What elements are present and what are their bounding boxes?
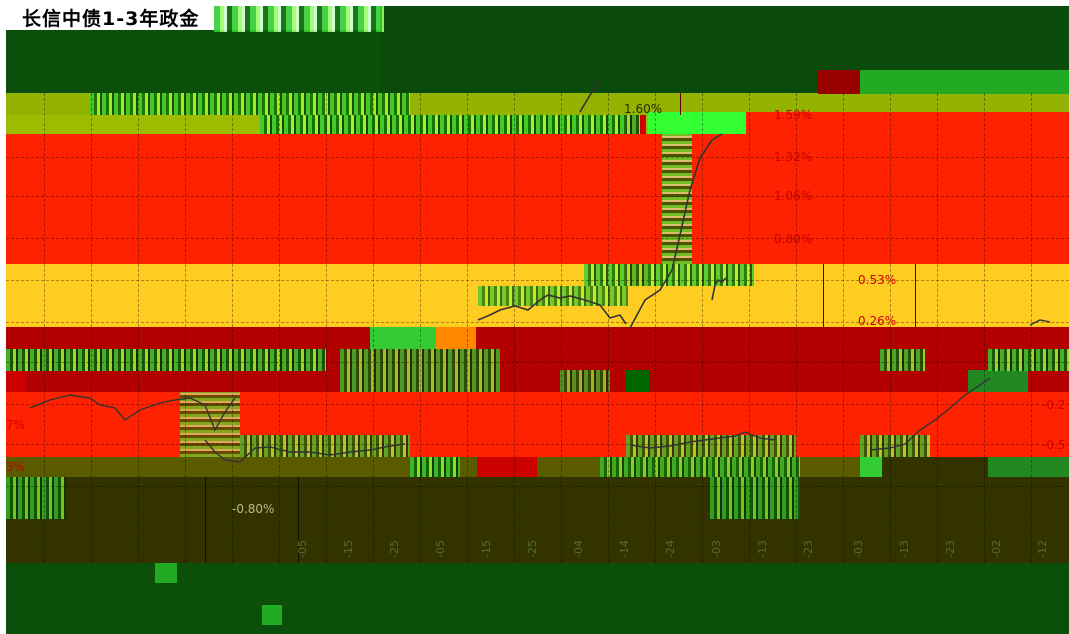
- performance-line-far-right: [1029, 319, 1051, 326]
- grid-line: [6, 280, 1069, 281]
- title-noise: [214, 6, 384, 32]
- y-axis-label: -0.80%: [232, 502, 275, 516]
- noise-strip: [90, 93, 410, 115]
- grid-line: [6, 322, 1069, 323]
- grid-line: [467, 93, 468, 563]
- performance-line-spike: [711, 277, 727, 301]
- grid-line: [6, 362, 1069, 363]
- grid-line: [984, 93, 985, 563]
- background-band-red-right: [746, 112, 1069, 264]
- noise-strip: [240, 435, 410, 457]
- artifact-block: [370, 327, 436, 349]
- y-axis-label: -0.2: [1042, 398, 1066, 412]
- grid-line: [279, 93, 280, 563]
- pane-divider: [680, 93, 681, 115]
- noise-strip: [6, 477, 66, 519]
- window-title: 长信中债1-3年政金: [22, 8, 200, 30]
- grid-line: [6, 157, 1069, 158]
- noise-strip: [710, 477, 800, 519]
- grid-line: [6, 238, 1069, 239]
- artifact-block: [477, 457, 537, 477]
- noise-strip: [410, 457, 460, 477]
- artifact-block: [436, 327, 476, 349]
- noise-strip: [600, 457, 800, 477]
- grid-line: [6, 486, 1069, 487]
- pane-divider: [205, 477, 206, 563]
- y-axis-label: 1.60%: [624, 102, 663, 116]
- grid-line: [6, 404, 1069, 405]
- grid-line: [1031, 93, 1032, 563]
- performance-line-lower-right: [629, 431, 776, 449]
- grid-line: [44, 93, 45, 563]
- y-axis-label: 3%: [6, 460, 26, 474]
- artifact-block: [860, 457, 882, 477]
- noise-strip: [6, 349, 326, 371]
- artifact-block: [988, 457, 1069, 477]
- performance-line-lower-left: [29, 394, 236, 432]
- grid-line: [937, 93, 938, 563]
- grid-line: [655, 93, 656, 563]
- artifact-block: [968, 370, 1028, 392]
- noise-strip: [988, 349, 1069, 371]
- y-axis-label: 1.59%: [774, 108, 813, 122]
- grid-line: [702, 93, 703, 563]
- performance-line-right-rise: [869, 377, 991, 451]
- grid-line: [749, 93, 750, 563]
- noise-strip: [662, 134, 692, 264]
- noise-strip: [880, 349, 925, 371]
- grid-line: [185, 93, 186, 563]
- y-axis-label: 0.80%: [774, 232, 813, 246]
- artifact-block: [860, 70, 1069, 94]
- grid-line: [514, 93, 515, 563]
- grid-line: [232, 93, 233, 563]
- pane-divider: [915, 264, 916, 327]
- grid-line: [6, 444, 1069, 445]
- artifact-block: [818, 70, 860, 94]
- y-axis-label: 7%: [6, 418, 26, 432]
- artifact-block: [882, 457, 988, 477]
- performance-line-lower-mid: [204, 439, 406, 463]
- grid-line: [890, 93, 891, 563]
- artifact-block: [625, 370, 650, 392]
- grid-line: [138, 93, 139, 563]
- noise-strip: [626, 435, 796, 457]
- pane-divider: [823, 264, 824, 327]
- performance-line-upper: [579, 79, 601, 113]
- grid-line: [420, 93, 421, 563]
- grid-line: [6, 196, 1069, 197]
- noise-strip: [260, 115, 640, 134]
- background-band-dark-green-bottom: [6, 563, 1069, 634]
- noise-strip: [340, 349, 500, 392]
- performance-line-middle: [629, 133, 723, 329]
- y-axis-label: 0.53%: [858, 273, 897, 287]
- grid-line: [843, 93, 844, 563]
- grid-line: [796, 93, 797, 563]
- artifact-block: [155, 563, 177, 583]
- artifact-block: [262, 605, 282, 625]
- grid-line: [373, 93, 374, 563]
- grid-line: [608, 93, 609, 563]
- noise-strip: [560, 370, 610, 392]
- y-axis-label: 1.32%: [774, 150, 813, 164]
- background-band-dark-olive: [6, 477, 1069, 563]
- grid-line: [326, 93, 327, 563]
- pane-divider: [298, 477, 299, 563]
- y-axis-label: 1.06%: [774, 189, 813, 203]
- grid-line: [561, 93, 562, 563]
- artifact-block: [6, 370, 26, 392]
- performance-line-segment: [477, 294, 627, 325]
- artifact-block: [648, 112, 746, 134]
- background-band-red: [6, 134, 746, 264]
- y-axis-label: -0.5: [1042, 438, 1066, 452]
- y-axis-label: 0.26%: [858, 314, 897, 328]
- grid-line: [91, 93, 92, 563]
- background-band-olive-dark: [6, 457, 1069, 477]
